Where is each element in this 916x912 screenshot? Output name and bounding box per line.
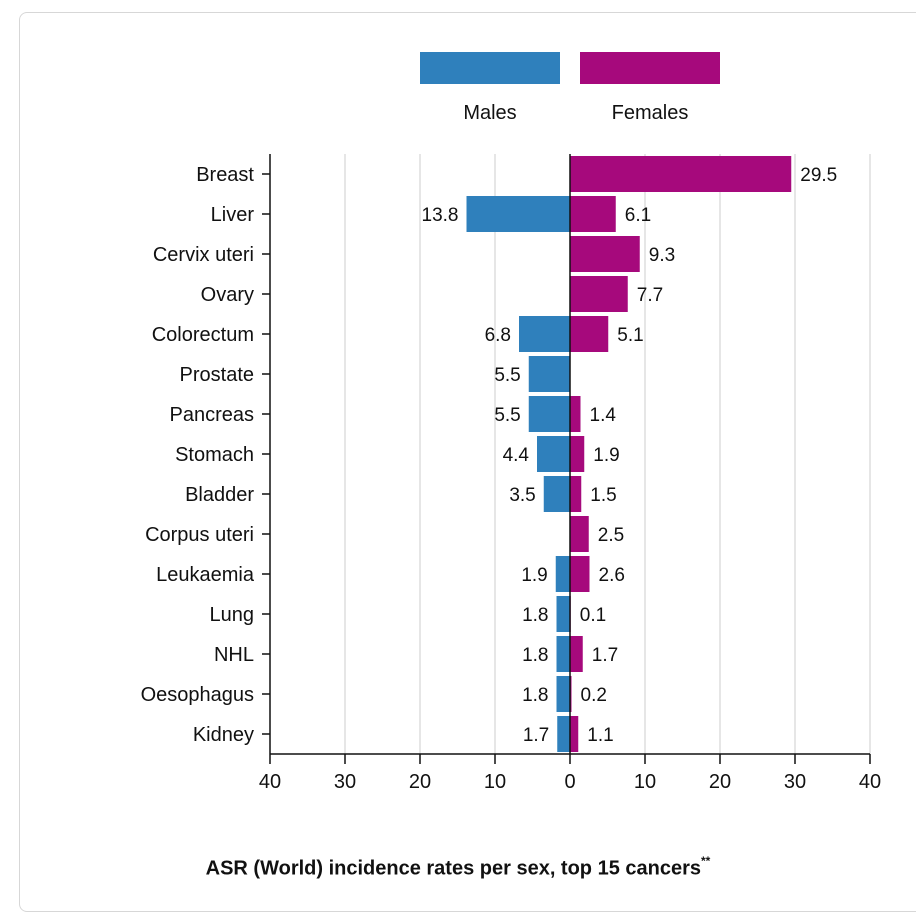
females-legend-swatch — [580, 52, 720, 84]
females-bar — [570, 316, 609, 352]
males-value-label: 1.8 — [522, 605, 548, 626]
x-tick-label: 0 — [564, 771, 575, 793]
category-label: Corpus uteri — [145, 524, 254, 546]
females-bar — [570, 476, 582, 512]
females-bar — [570, 716, 579, 752]
females-value-label: 29.5 — [800, 165, 837, 186]
males-bar — [557, 716, 570, 752]
category-label: Stomach — [175, 444, 254, 466]
chart: Breast 29.5 Liver 13.8 6.1 Cervix uteri 9.3 Ova… — [141, 52, 881, 793]
category-label: Bladder — [185, 484, 254, 506]
males-value-label: 13.8 — [422, 205, 459, 226]
females-value-label: 0.1 — [580, 605, 606, 626]
females-value-label: 1.4 — [590, 405, 617, 426]
x-tick-label: 30 — [334, 771, 356, 793]
females-value-label: 1.9 — [593, 445, 619, 466]
males-bar — [556, 676, 570, 712]
females-bar — [570, 196, 616, 232]
males-legend-label: Males — [463, 102, 516, 124]
males-value-label: 1.8 — [522, 645, 548, 666]
chart-title-marker: ** — [701, 854, 711, 868]
females-value-label: 7.7 — [637, 285, 663, 306]
males-value-label: 1.8 — [522, 685, 548, 706]
category-label: Liver — [211, 204, 255, 226]
category-label: Lung — [210, 604, 255, 626]
category-label: Leukaemia — [156, 564, 255, 586]
category-label: Prostate — [180, 364, 254, 386]
category-label: Pancreas — [170, 404, 255, 426]
x-tick-label: 10 — [484, 771, 506, 793]
chart-title-text: ASR (World) incidence rates per sex, top… — [205, 857, 702, 880]
x-tick-label: 10 — [634, 771, 656, 793]
females-bar — [570, 156, 792, 192]
category-label: NHL — [214, 644, 254, 666]
females-value-label: 1.1 — [587, 725, 613, 746]
x-tick-label: 20 — [409, 771, 431, 793]
x-tick-label: 40 — [859, 771, 881, 793]
females-value-label: 9.3 — [649, 245, 675, 266]
females-bar — [570, 436, 585, 472]
category-label: Colorectum — [152, 324, 254, 346]
category-label: Cervix uteri — [153, 244, 254, 266]
females-bar — [570, 236, 640, 272]
category-label: Ovary — [201, 284, 254, 306]
females-bar — [570, 396, 581, 432]
females-bar — [570, 556, 590, 592]
males-bar — [519, 316, 570, 352]
females-value-label: 5.1 — [617, 325, 643, 346]
females-value-label: 1.7 — [592, 645, 618, 666]
males-value-label: 5.5 — [494, 365, 520, 386]
males-value-label: 6.8 — [485, 325, 511, 346]
females-value-label: 2.6 — [599, 565, 625, 586]
x-tick-label: 30 — [784, 771, 806, 793]
males-legend-swatch — [420, 52, 560, 84]
females-bar — [570, 516, 589, 552]
males-bar — [555, 556, 570, 592]
chart-title: ASR (World) incidence rates per sex, top… — [0, 854, 916, 881]
females-value-label: 0.2 — [581, 685, 607, 706]
males-value-label: 3.5 — [509, 485, 535, 506]
females-value-label: 2.5 — [598, 525, 624, 546]
males-bar — [543, 476, 570, 512]
females-bar — [570, 276, 628, 312]
category-label: Breast — [196, 164, 254, 186]
x-tick-label: 40 — [259, 771, 281, 793]
category-label: Oesophagus — [141, 684, 254, 706]
males-bar — [537, 436, 570, 472]
males-bar — [556, 596, 570, 632]
males-value-label: 5.5 — [494, 405, 520, 426]
males-bar — [528, 356, 570, 392]
category-label: Kidney — [193, 724, 254, 746]
males-value-label: 4.4 — [503, 445, 530, 466]
males-bar — [556, 636, 570, 672]
males-value-label: 1.9 — [521, 565, 547, 586]
females-value-label: 6.1 — [625, 205, 651, 226]
males-bar — [528, 396, 570, 432]
x-tick-label: 20 — [709, 771, 731, 793]
males-value-label: 1.7 — [523, 725, 549, 746]
females-bar — [570, 636, 583, 672]
males-bar — [466, 196, 570, 232]
females-legend-label: Females — [612, 102, 689, 124]
females-value-label: 1.5 — [590, 485, 616, 506]
